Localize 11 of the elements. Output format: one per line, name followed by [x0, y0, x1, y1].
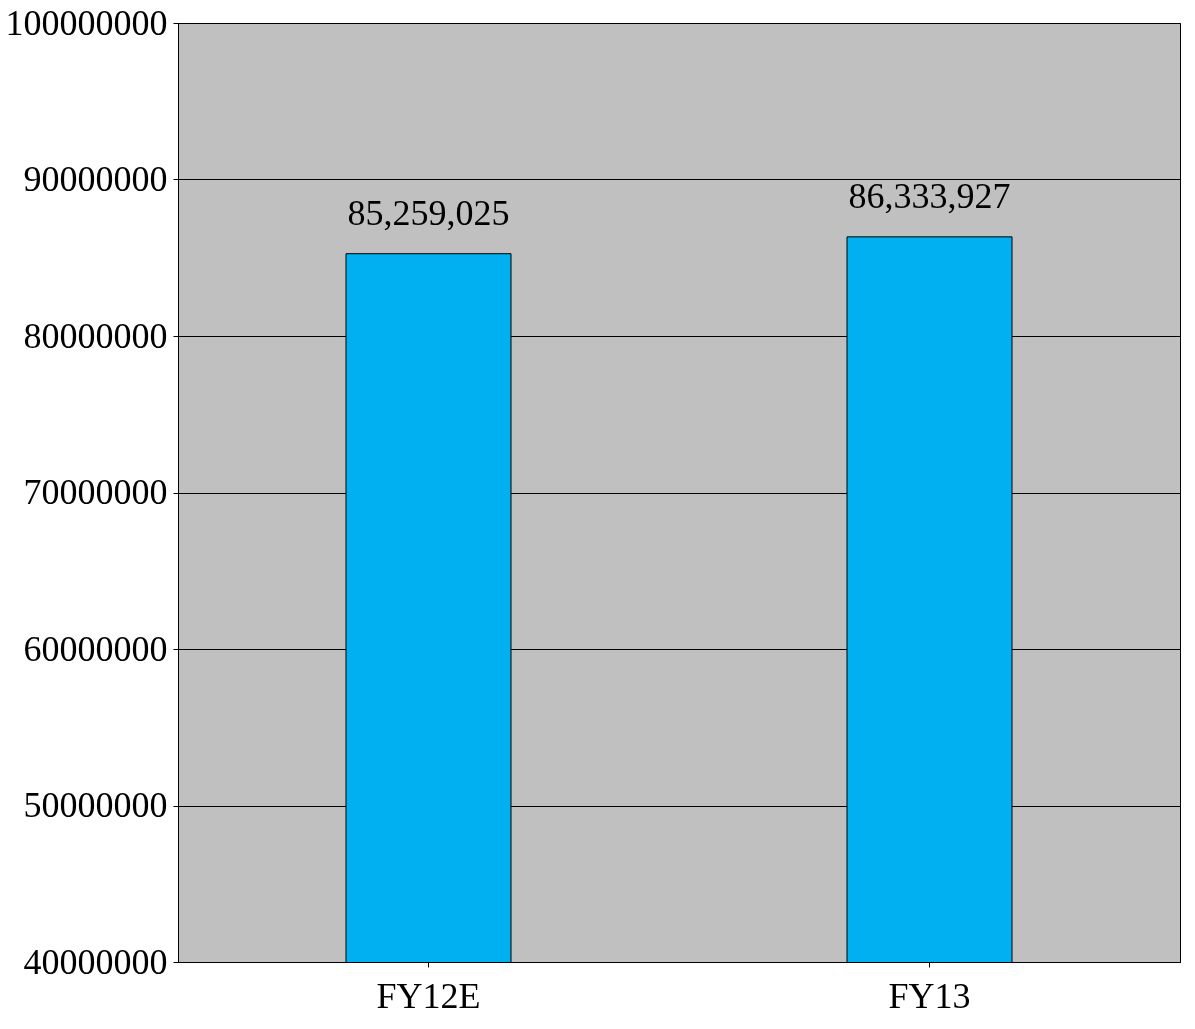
y-tick-label: 100000000 — [5, 2, 168, 43]
data-label: 86,333,927 — [848, 175, 1011, 216]
x-tick-label: FY12E — [376, 975, 481, 1016]
y-tick-label: 50000000 — [23, 785, 168, 825]
data-label: 85,259,025 — [347, 192, 510, 233]
y-tick-label: 60000000 — [23, 628, 168, 669]
y-tick-label: 80000000 — [23, 315, 168, 356]
y-tick-label: 70000000 — [23, 472, 168, 512]
y-tick-label: 40000000 — [23, 941, 168, 982]
y-tick-label: 90000000 — [23, 159, 168, 199]
x-tick-label: FY13 — [888, 975, 971, 1016]
